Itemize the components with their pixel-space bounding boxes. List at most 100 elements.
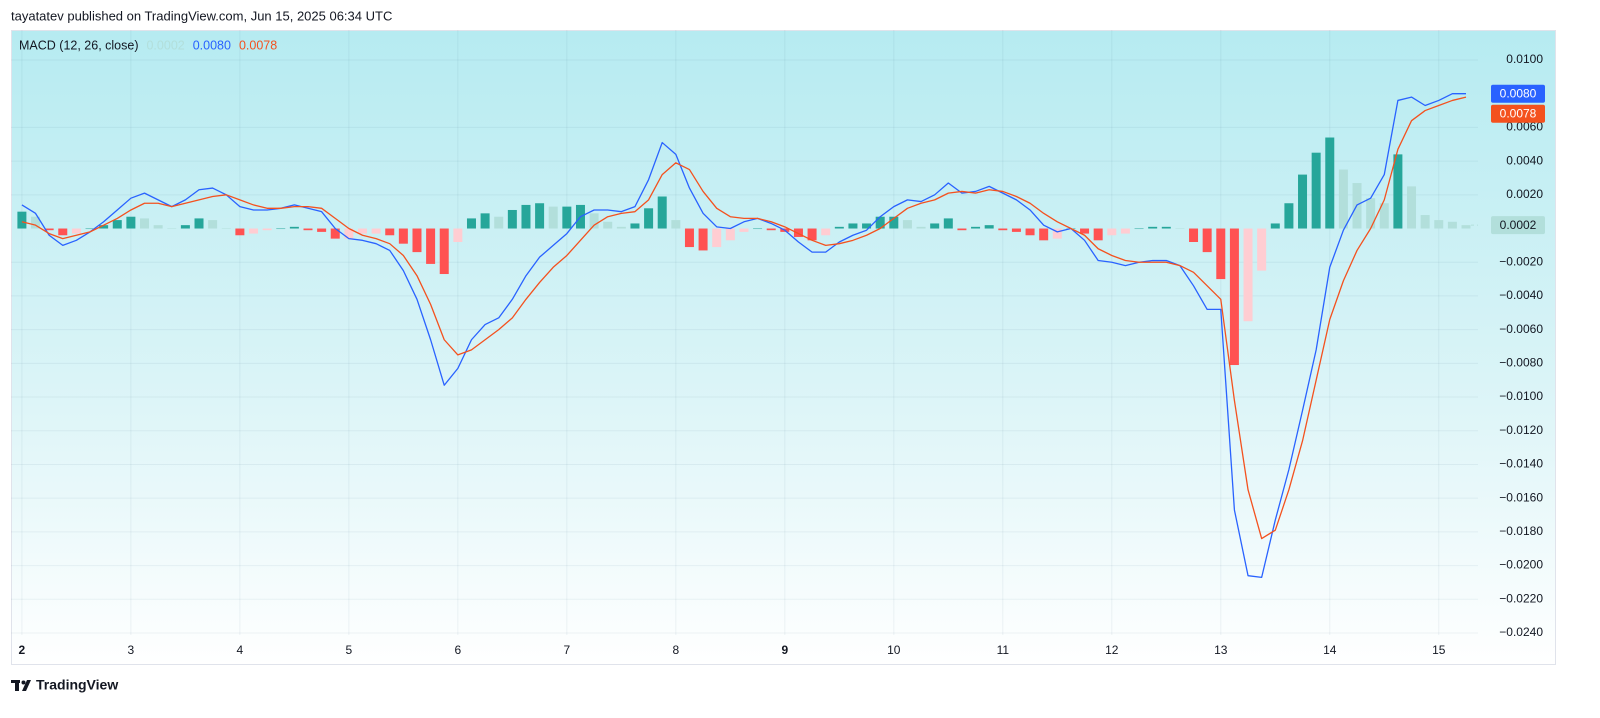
- value-badge: [1491, 84, 1545, 103]
- histogram-bar: [112, 220, 122, 229]
- y-tick-label: 0.0020: [1506, 187, 1543, 201]
- x-tick-label: 15: [1432, 643, 1446, 657]
- histogram-bar: [385, 228, 395, 236]
- histogram-bar: [698, 228, 708, 251]
- y-tick-label: −0.0040: [1499, 288, 1543, 302]
- chart-panel: [11, 30, 1556, 665]
- histogram-bar: [943, 218, 953, 229]
- histogram-bar: [616, 226, 626, 229]
- histogram-bar: [453, 228, 463, 243]
- y-tick-label: −0.0140: [1499, 457, 1543, 471]
- histogram-bar: [1229, 228, 1239, 366]
- histogram-bar: [957, 228, 967, 231]
- macd-line: [21, 96, 1467, 540]
- histogram-bar: [1434, 220, 1444, 229]
- histogram-bar: [753, 228, 763, 230]
- histogram-bar: [44, 228, 54, 231]
- histogram-bar: [208, 220, 218, 229]
- histogram-bar: [535, 203, 545, 229]
- histogram-bar: [821, 228, 831, 236]
- histogram-bar: [126, 216, 136, 229]
- histogram-bar: [684, 228, 694, 248]
- histogram-bar: [603, 221, 613, 229]
- histogram-bar: [153, 225, 163, 229]
- histogram-bar: [657, 196, 667, 229]
- y-tick-label: −0.0100: [1499, 389, 1543, 403]
- histogram-bar: [1407, 186, 1417, 229]
- histogram-bar: [739, 228, 749, 232]
- histogram-bar: [1257, 228, 1267, 271]
- histogram-bar: [71, 228, 81, 234]
- histogram-bar: [862, 223, 872, 229]
- macd-line: [21, 93, 1467, 579]
- y-tick-label: −0.0080: [1499, 356, 1543, 370]
- histogram-bar: [1311, 152, 1321, 229]
- histogram-bar: [99, 225, 109, 229]
- histogram-bar: [1447, 221, 1457, 229]
- histogram-bar: [1202, 228, 1212, 253]
- histogram-bar: [1134, 228, 1144, 230]
- histogram-bar: [1420, 215, 1430, 229]
- x-tick-label: 2: [19, 643, 26, 657]
- value-badge: [1491, 104, 1545, 123]
- histogram-bar: [1175, 228, 1185, 230]
- histogram-bar: [1189, 228, 1199, 243]
- histogram-bar: [167, 228, 177, 230]
- histogram-bar: [507, 209, 517, 229]
- publisher-header: tayatatev published on TradingView.com, …: [11, 8, 392, 23]
- tradingview-logo: [11, 680, 31, 691]
- histogram-bar: [1298, 174, 1308, 229]
- histogram-bar: [1216, 228, 1226, 280]
- histogram-bar: [971, 226, 981, 229]
- histogram-bar: [1161, 226, 1171, 229]
- histogram-bar: [1325, 137, 1335, 229]
- value-badge: [1491, 216, 1545, 235]
- histogram-bar: [317, 228, 327, 232]
- histogram-bar: [793, 228, 803, 237]
- x-tick-label: 8: [672, 643, 679, 657]
- histogram-bar: [85, 228, 95, 230]
- histogram-bar: [1120, 228, 1130, 234]
- x-tick-label: 6: [455, 643, 462, 657]
- legend-value: 0.0078: [239, 38, 277, 52]
- x-tick-label: 5: [346, 643, 353, 657]
- histogram-bar: [1366, 198, 1376, 229]
- histogram-bar: [902, 220, 912, 229]
- y-tick-label: −0.0120: [1499, 423, 1543, 437]
- histogram-bar: [1052, 228, 1062, 239]
- histogram-bar: [289, 226, 299, 229]
- histogram-bar: [998, 228, 1008, 231]
- histogram-bar: [1338, 169, 1348, 229]
- histogram-bar: [807, 228, 817, 241]
- histogram-bar: [562, 206, 572, 229]
- x-tick-label: 11: [997, 643, 1010, 657]
- histogram-bar: [848, 223, 858, 229]
- histogram-bar: [221, 228, 231, 230]
- histogram-bar: [276, 228, 286, 230]
- histogram-bar: [1379, 203, 1389, 229]
- histogram-bar: [1080, 228, 1090, 234]
- histogram-bar: [644, 208, 654, 229]
- histogram-bar: [916, 226, 926, 229]
- histogram-bar: [194, 218, 204, 229]
- histogram-bar: [140, 218, 150, 229]
- y-tick-label: −0.0060: [1499, 322, 1543, 336]
- x-tick-label: 13: [1214, 643, 1228, 657]
- histogram-bar: [548, 206, 558, 229]
- value-badge-label: 0.0078: [1500, 106, 1537, 120]
- histogram-bar: [58, 228, 68, 236]
- brand-name: TradingView: [36, 677, 118, 693]
- histogram-bar: [330, 228, 340, 239]
- histogram-bar: [671, 220, 681, 229]
- histogram-bar: [766, 228, 776, 231]
- histogram-bar: [521, 204, 531, 229]
- histogram-bar: [17, 211, 27, 229]
- histogram-bar: [930, 223, 940, 229]
- histogram-bar: [494, 216, 504, 229]
- x-tick-label: 3: [128, 643, 135, 657]
- histogram-bar: [725, 228, 735, 241]
- y-tick-label: −0.0180: [1499, 524, 1543, 538]
- x-tick-label: 14: [1323, 643, 1337, 657]
- histogram-bar: [1107, 228, 1117, 236]
- histogram-bar: [712, 228, 722, 248]
